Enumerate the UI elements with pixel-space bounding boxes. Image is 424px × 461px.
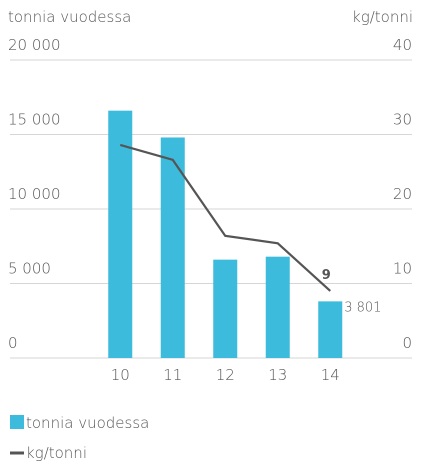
y-tick-label: 10 000: [8, 185, 61, 203]
bar-value-label: 3 801: [344, 300, 381, 315]
legend-label: tonnia vuodessa: [26, 414, 149, 432]
bar: [213, 259, 238, 358]
x-tick-label: 10: [111, 366, 130, 384]
y-tick-label: 20 000: [8, 36, 61, 54]
y2-axis-title: kg/tonni: [352, 8, 413, 26]
y2-tick-label: 20: [393, 185, 412, 203]
x-tick-label: 13: [268, 366, 287, 384]
bar: [160, 137, 185, 358]
y-axis-title: tonnia vuodessa: [8, 8, 131, 26]
y2-tick-label: 40: [393, 36, 412, 54]
y2-tick-label: 30: [393, 111, 412, 129]
legend-swatch: [10, 415, 24, 429]
x-tick-label: 12: [216, 366, 235, 384]
bar: [265, 256, 290, 358]
bar: [318, 301, 343, 358]
y-tick-label: 5 000: [8, 260, 51, 278]
y-tick-label: 0: [8, 334, 18, 352]
x-tick-label: 11: [163, 366, 182, 384]
y2-tick-label: 0: [402, 334, 412, 352]
line: [119, 143, 331, 292]
y-tick-label: 15 000: [8, 111, 61, 129]
bar: [108, 110, 133, 358]
x-tick-label: 14: [321, 366, 340, 384]
line-value-label: 9: [322, 268, 331, 283]
y2-tick-label: 10: [393, 260, 412, 278]
legend-label: kg/tonni: [26, 444, 87, 461]
